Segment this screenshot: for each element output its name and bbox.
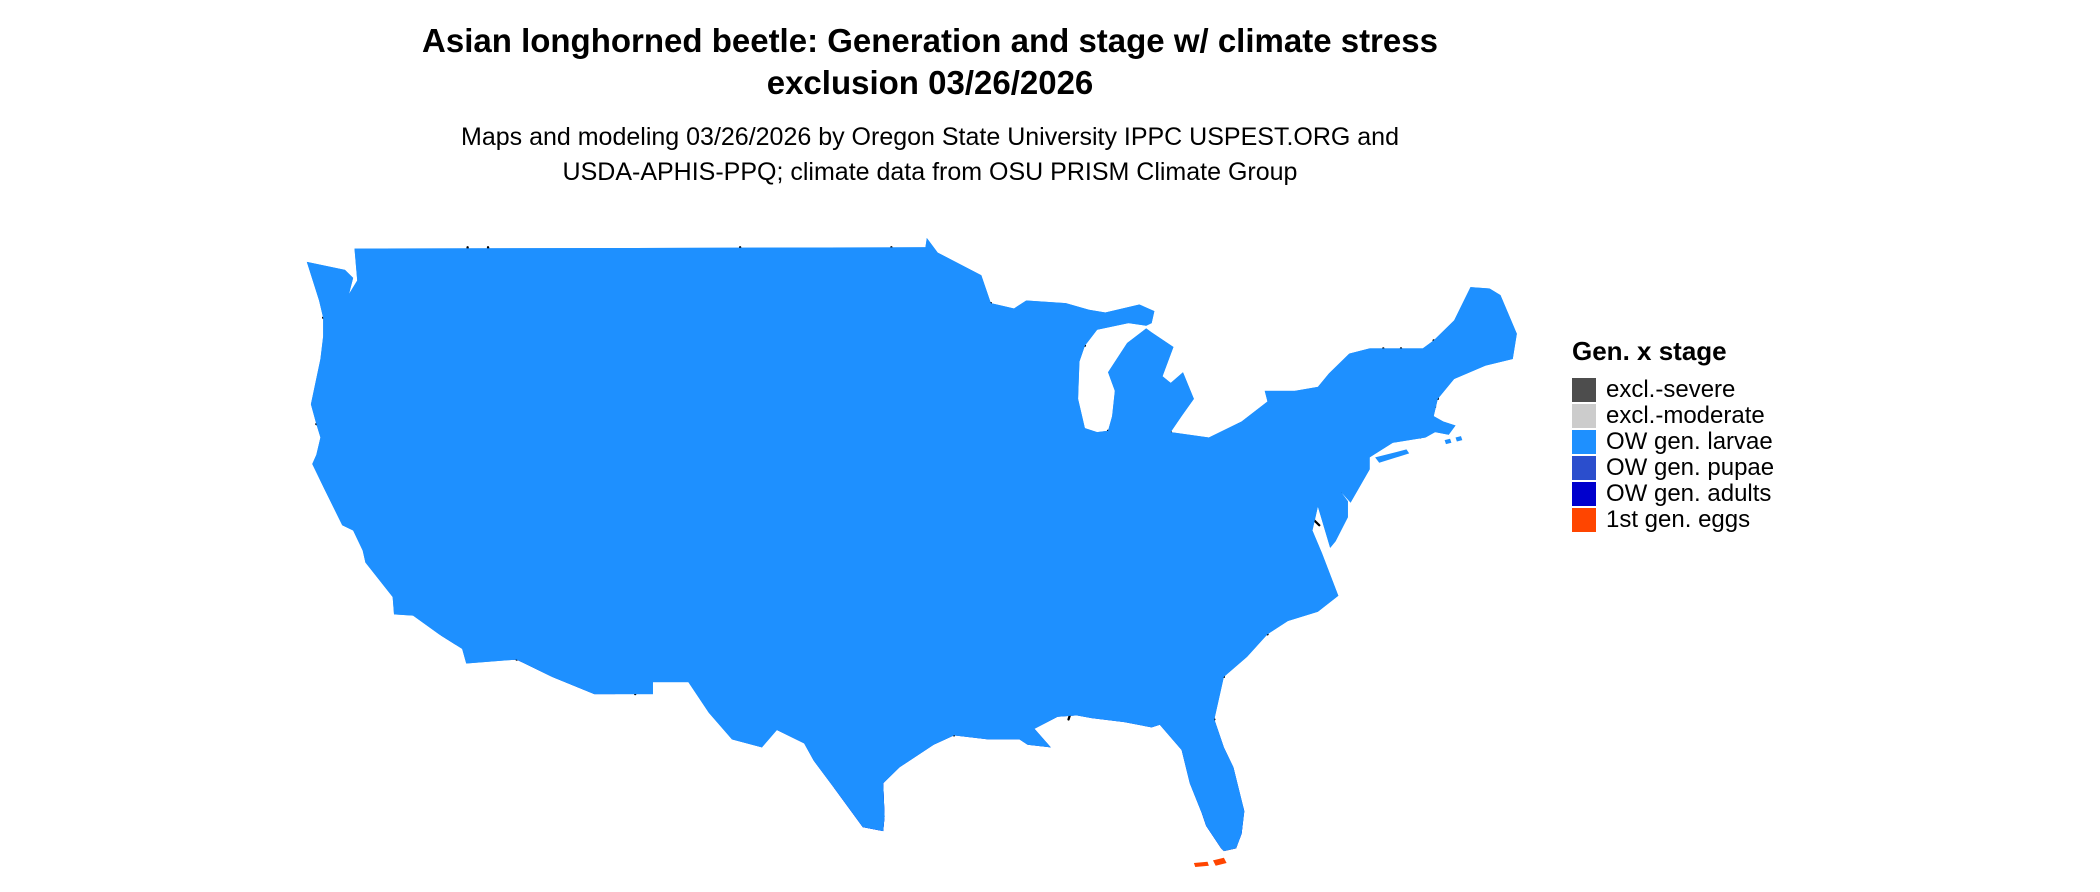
page-subtitle: Maps and modeling 03/26/2026 by Oregon S…: [130, 120, 1730, 190]
legend-swatch-1st-eggs: [1572, 508, 1596, 532]
map-legend: Gen. x stage excl.-severe excl.-moderate…: [1572, 336, 1852, 533]
legend-item-1st-eggs: 1st gen. eggs: [1572, 506, 1852, 533]
legend-label-ow-pupae: OW gen. pupae: [1606, 454, 1775, 481]
legend-item-ow-pupae: OW gen. pupae: [1572, 454, 1852, 481]
legend-swatch-excl-moderate: [1572, 404, 1596, 428]
legend-swatch-ow-larvae: [1572, 430, 1596, 454]
long-island: [1375, 436, 1463, 463]
legend-item-ow-larvae: OW gen. larvae: [1572, 428, 1852, 455]
page-title: Asian longhorned beetle: Generation and …: [130, 20, 1730, 104]
subtitle-line-2: USDA-APHIS-PPQ; climate data from OSU PR…: [562, 158, 1298, 186]
legend-label-ow-adults: OW gen. adults: [1606, 480, 1772, 507]
legend-label-ow-larvae: OW gen. larvae: [1606, 428, 1773, 455]
legend-label-excl-severe: excl.-severe: [1606, 376, 1736, 403]
legend-swatch-ow-pupae: [1572, 456, 1596, 480]
legend-swatch-excl-severe: [1572, 378, 1596, 402]
title-line-1: Asian longhorned beetle: Generation and …: [422, 22, 1438, 59]
legend-title: Gen. x stage: [1572, 336, 1727, 366]
coastline-outline: [305, 236, 1519, 853]
us-map: [300, 222, 1540, 887]
legend-label-1st-eggs: 1st gen. eggs: [1606, 506, 1751, 533]
legend-swatch-ow-adults: [1572, 482, 1596, 506]
legend-item-ow-adults: OW gen. adults: [1572, 480, 1852, 507]
legend-label-excl-moderate: excl.-moderate: [1606, 402, 1765, 429]
florida-keys: [1193, 857, 1227, 868]
us-map-svg: [305, 236, 1519, 868]
title-line-2: exclusion 03/26/2026: [766, 64, 1094, 101]
subtitle-line-1: Maps and modeling 03/26/2026 by Oregon S…: [461, 123, 1399, 151]
legend-item-excl-severe: excl.-severe: [1572, 376, 1852, 403]
legend-item-excl-moderate: excl.-moderate: [1572, 402, 1852, 429]
